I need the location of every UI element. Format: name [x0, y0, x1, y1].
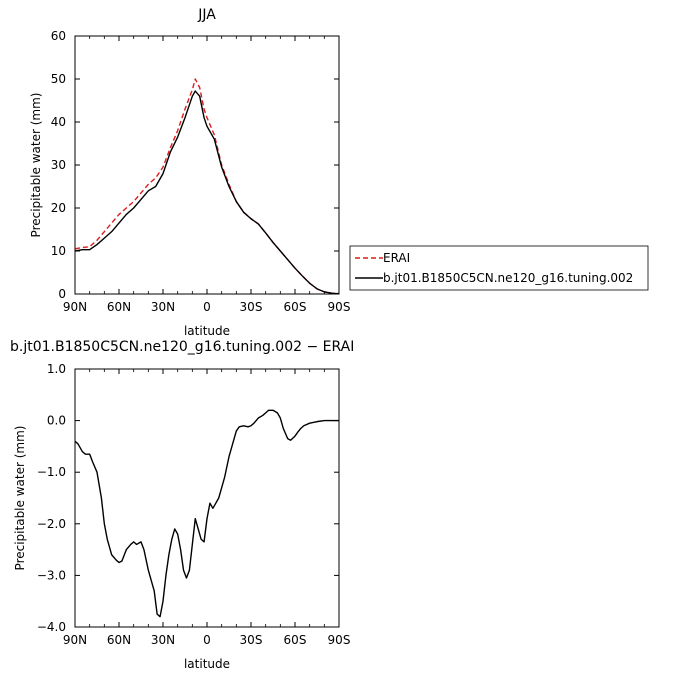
y-tick-label: 60 — [51, 29, 66, 43]
x-tick-label: 90N — [63, 300, 87, 314]
x-tick-label: 30N — [151, 633, 175, 647]
x-tick-label: 60S — [284, 300, 307, 314]
x-tick-label: 90S — [328, 633, 351, 647]
y-tick-label: 40 — [51, 115, 66, 129]
bottom-y-axis-label: Precipitable water (mm) — [13, 426, 27, 571]
legend-box — [349, 245, 649, 291]
top-panel: JJA latitude Precipitable water (mm) 90N… — [29, 7, 350, 338]
series-line-1 — [74, 90, 339, 295]
x-tick-label: 30S — [240, 633, 263, 647]
x-tick-label: 60N — [107, 633, 131, 647]
legend-label-model: b.jt01.B1850C5CN.ne120_g16.tuning.002 — [383, 271, 633, 285]
x-tick-label: 90N — [63, 633, 87, 647]
y-tick-label: −1.0 — [37, 465, 66, 479]
top-x-axis-label: latitude — [184, 324, 230, 338]
x-tick-label: 60S — [284, 633, 307, 647]
x-tick-label: 30S — [240, 300, 263, 314]
y-tick-label: 30 — [51, 158, 66, 172]
y-tick-label: −4.0 — [37, 620, 66, 634]
x-tick-label: 90S — [328, 300, 351, 314]
series-line-0 — [74, 78, 339, 295]
series-line-0 — [74, 409, 339, 618]
bottom-chart-title: b.jt01.B1850C5CN.ne120_g16.tuning.002 − … — [10, 339, 354, 355]
x-tick-label: 60N — [107, 300, 131, 314]
bottom-panel: b.jt01.B1850C5CN.ne120_g16.tuning.002 − … — [10, 339, 354, 671]
y-tick-label: 10 — [51, 244, 66, 258]
x-tick-label: 30N — [151, 300, 175, 314]
y-tick-label: 50 — [51, 72, 66, 86]
top-plot-frame — [74, 35, 340, 295]
legend: ERAI b.jt01.B1850C5CN.ne120_g16.tuning.0… — [349, 245, 649, 291]
x-tick-label: 0 — [203, 633, 211, 647]
bottom-plot-frame — [74, 368, 340, 628]
bottom-x-axis-label: latitude — [184, 657, 230, 671]
top-chart-title: JJA — [197, 7, 216, 23]
y-tick-label: 0 — [58, 287, 66, 301]
top-y-axis-label: Precipitable water (mm) — [29, 93, 43, 238]
legend-label-erai: ERAI — [383, 251, 410, 265]
x-tick-label: 0 — [203, 300, 211, 314]
y-tick-label: −2.0 — [37, 517, 66, 531]
y-tick-label: 0.0 — [47, 414, 66, 428]
y-tick-label: 1.0 — [47, 362, 66, 376]
y-tick-label: 20 — [51, 201, 66, 215]
y-tick-label: −3.0 — [37, 568, 66, 582]
